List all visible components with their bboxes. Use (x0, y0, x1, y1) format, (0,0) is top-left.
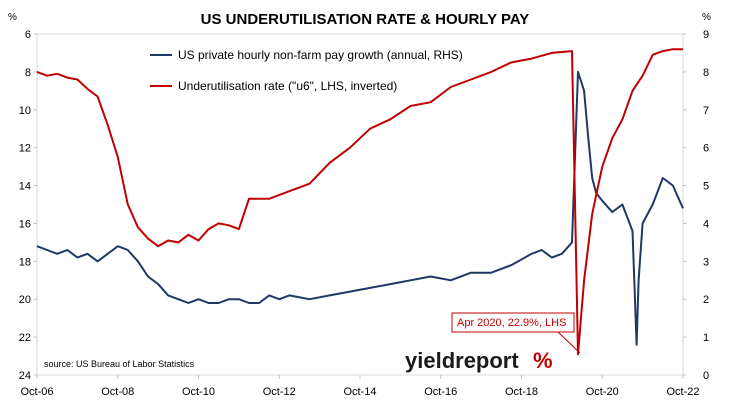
legend-label-underutilisation: Underutilisation rate ("u6", LHS, invert… (178, 79, 397, 93)
left-tick-label: 20 (19, 294, 31, 306)
right-tick-label: 6 (703, 143, 709, 155)
legend-label-pay-growth: US private hourly non-farm pay growth (a… (178, 48, 463, 62)
x-axis: Oct-06 Oct-08 Oct-10 Oct-12 Oct-14 Oct-16 Oct-… (20, 375, 700, 398)
annotation-box (451, 312, 575, 333)
annotation-text: Apr 2020, 22.9%, LHS (457, 317, 566, 329)
left-tick-label: 22 (19, 332, 31, 344)
legend: US private hourly non-farm pay growth (a… (150, 48, 463, 93)
left-axis: 6 8 10 12 14 16 18 20 22 24 (19, 29, 37, 382)
x-tick-label: Oct-08 (101, 386, 134, 398)
left-tick-label: 24 (19, 370, 31, 382)
right-tick-label: 5 (703, 181, 709, 193)
annotation: Apr 2020, 22.9%, LHS (451, 312, 581, 354)
x-tick-label: Oct-06 (20, 386, 53, 398)
x-tick-label: Oct-10 (182, 386, 215, 398)
left-tick-label: 8 (25, 67, 31, 79)
source-note: source: US Bureau of Labor Statistics (44, 359, 195, 369)
right-tick-label: 1 (703, 332, 709, 344)
left-tick-label: 6 (25, 29, 31, 41)
x-tick-label: Oct-20 (586, 386, 619, 398)
right-tick-label: 4 (703, 218, 709, 230)
right-tick-label: 2 (703, 294, 709, 306)
left-tick-label: 16 (19, 218, 31, 230)
left-tick-label: 18 (19, 256, 31, 268)
logo-percent: % (533, 348, 553, 373)
left-axis-unit: % (8, 12, 17, 23)
x-tick-label: Oct-12 (263, 386, 296, 398)
yieldreport-logo: yieldreport % (405, 348, 553, 373)
x-tick-label: Oct-16 (424, 386, 457, 398)
chart-title: US UNDERUTILISATION RATE & HOURLY PAY (201, 11, 530, 28)
series-layer (36, 48, 684, 356)
series-line-pay-growth (36, 70, 684, 346)
left-tick-label: 14 (19, 181, 31, 193)
right-tick-label: 3 (703, 256, 709, 268)
left-tick-label: 12 (19, 143, 31, 155)
right-axis: 0 1 2 3 4 5 6 7 8 9 (683, 29, 709, 382)
x-tick-label: Oct-14 (343, 386, 376, 398)
right-tick-label: 7 (703, 105, 709, 117)
series-line-underutilisation (36, 48, 683, 356)
right-tick-label: 8 (703, 67, 709, 79)
right-tick-label: 0 (703, 370, 709, 382)
right-tick-label: 9 (703, 29, 709, 41)
annotation-pointer (557, 331, 581, 354)
right-axis-unit: % (702, 12, 711, 23)
x-tick-label: Oct-18 (505, 386, 538, 398)
logo-text: yieldreport (405, 348, 519, 373)
left-tick-label: 10 (19, 105, 31, 117)
x-tick-label: Oct-22 (666, 386, 699, 398)
